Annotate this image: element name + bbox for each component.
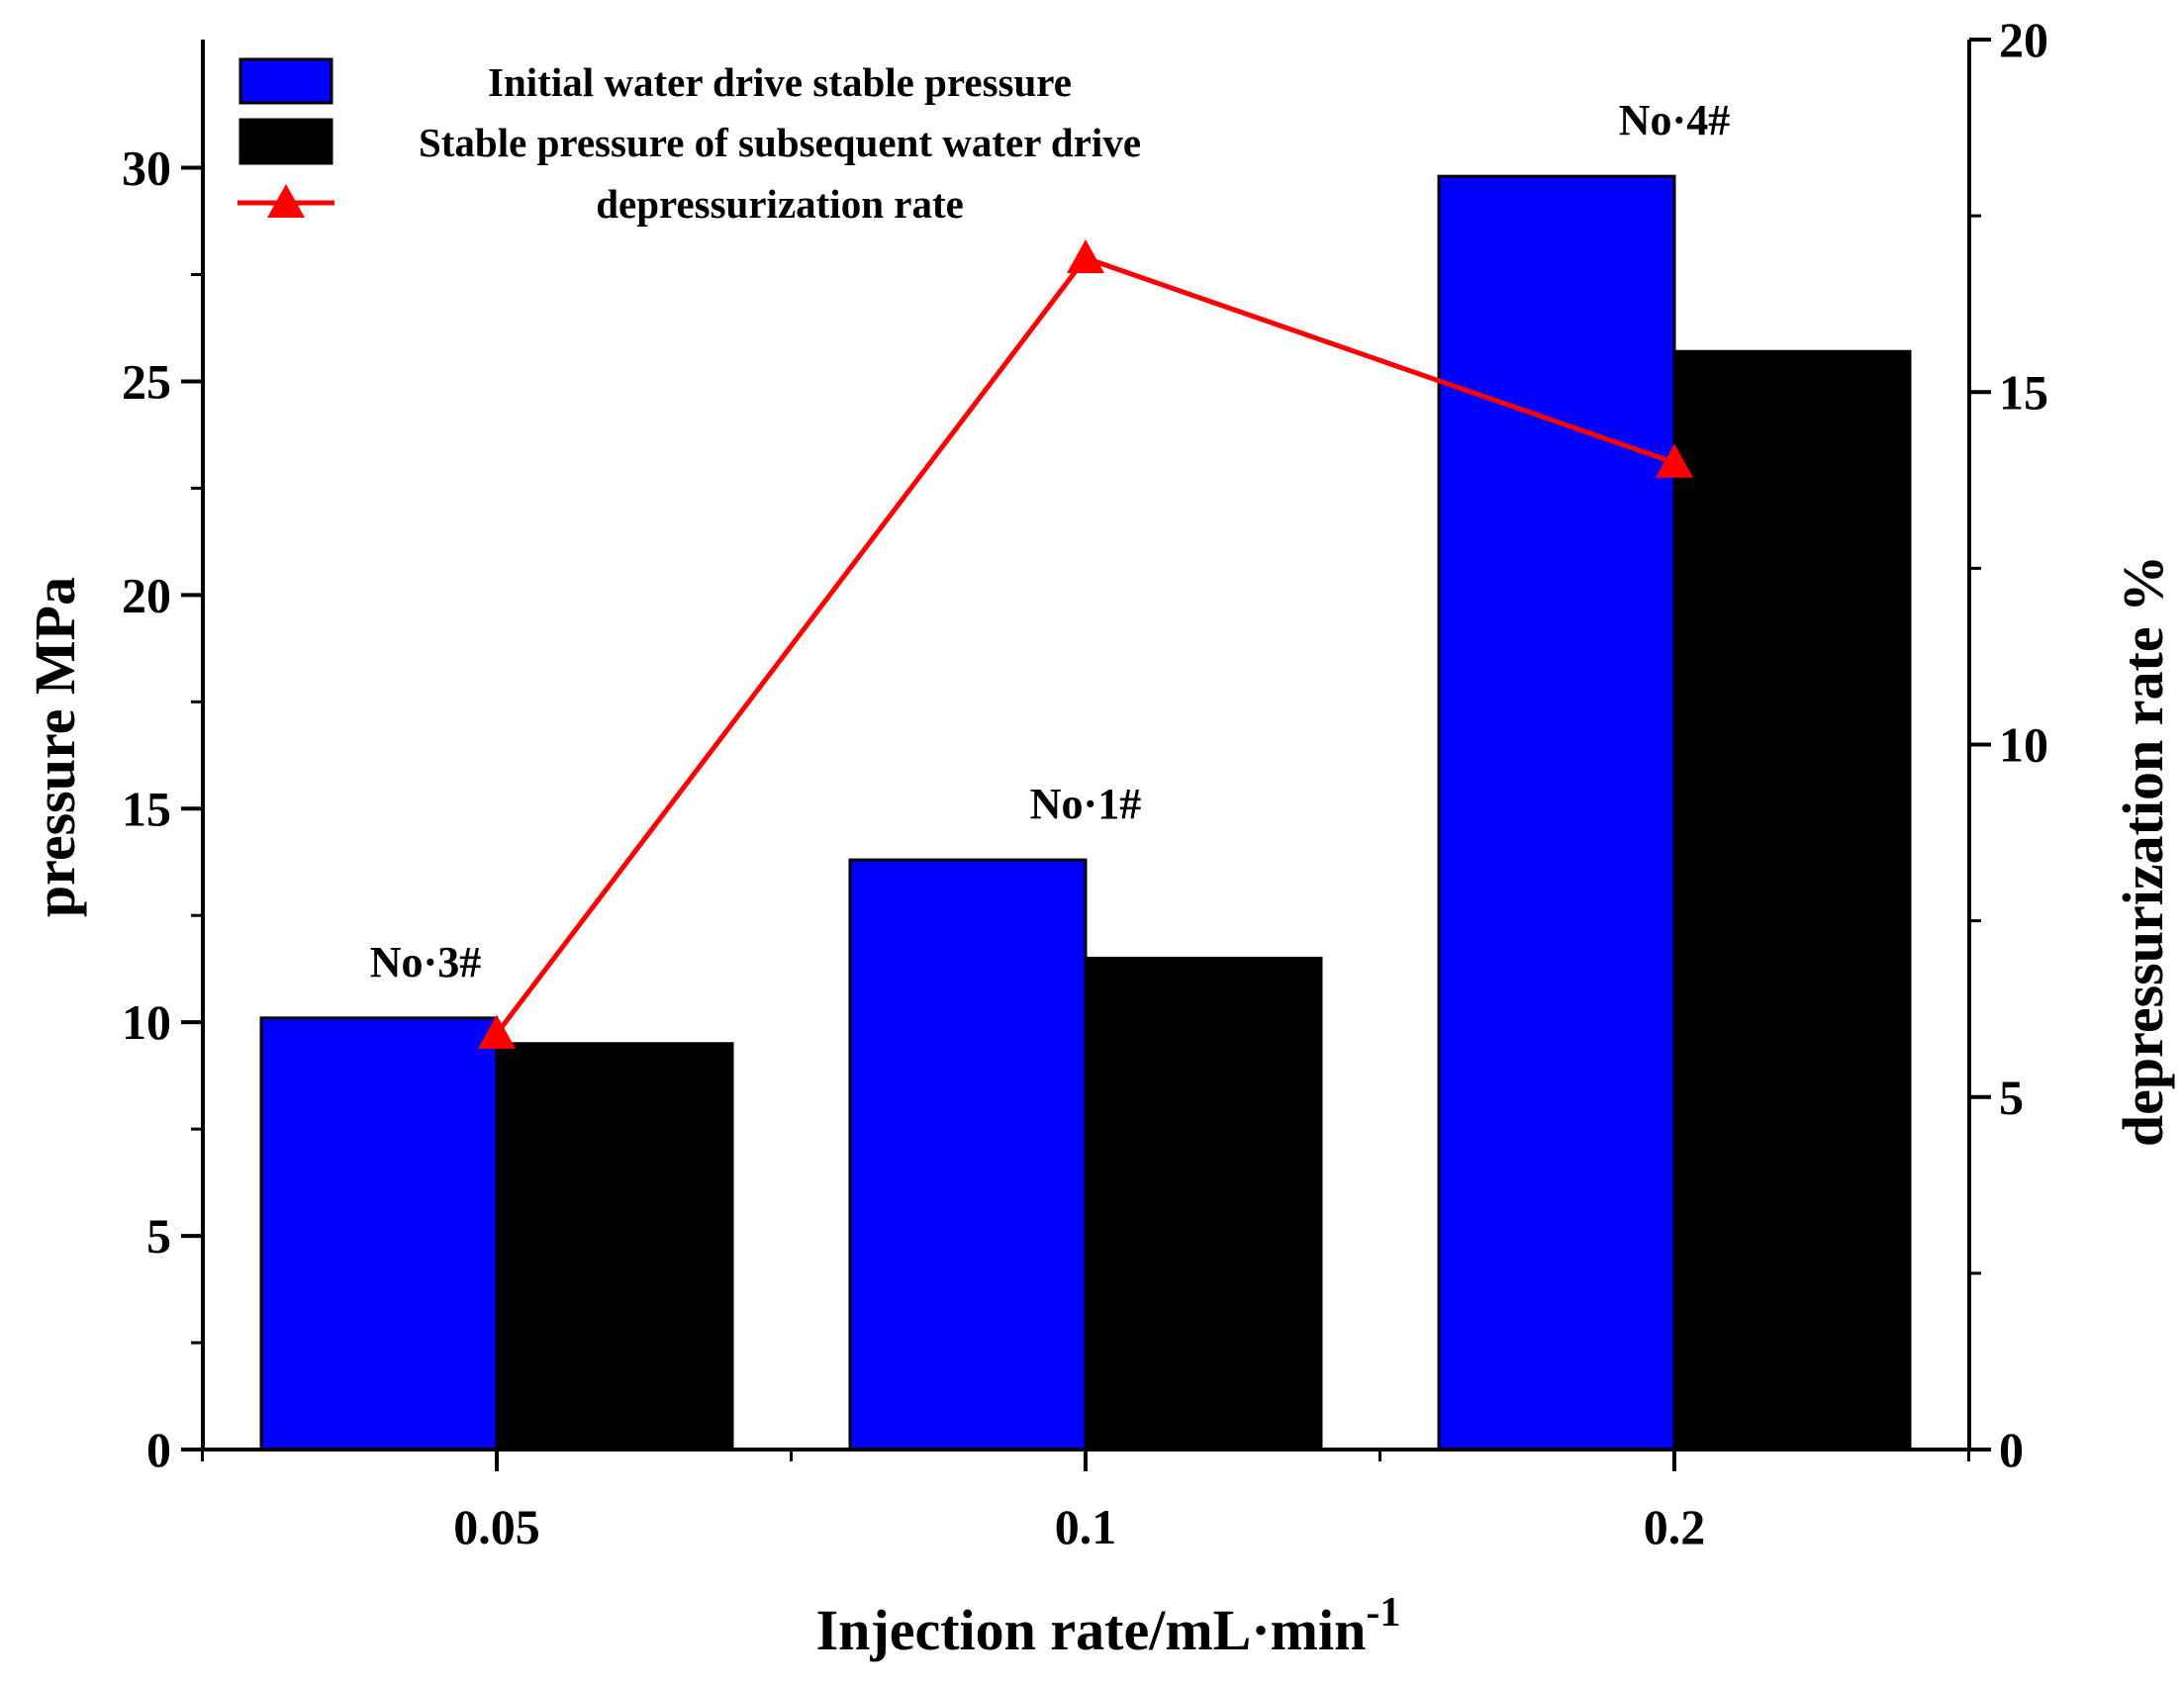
y2-axis-title: depressurization rate % — [2111, 555, 2175, 1147]
x-axis-title-main: Injection rate/mL·min — [816, 1598, 1367, 1662]
y2-tick-label-2: 10 — [1999, 717, 2048, 773]
text-layer: Injection rate/mL·min-1 pressure MPa dep… — [23, 12, 2175, 1662]
y2-tick-label-1: 5 — [1999, 1070, 2024, 1125]
line-marker-0 — [478, 1014, 516, 1049]
y2-tick-label-4: 20 — [1999, 12, 2048, 67]
y-tick-label-0: 0 — [146, 1422, 171, 1477]
line-marker-2 — [1656, 443, 1693, 478]
line-layer — [478, 238, 1693, 1049]
y2-tick-label-3: 15 — [1999, 364, 2048, 420]
y-tick-label-1: 5 — [146, 1208, 171, 1264]
y2-tick-label-0: 0 — [1999, 1422, 2024, 1477]
legend-swatch-initial — [238, 57, 333, 105]
y-tick-label-4: 20 — [122, 567, 171, 622]
legend-label-2: depressurization rate — [596, 181, 964, 227]
axes-layer — [181, 38, 1991, 1471]
line-marker-1 — [1067, 238, 1104, 274]
bar-annotation-1: No·1# — [1030, 780, 1141, 828]
x-tick-label-1: 0.1 — [1055, 1499, 1117, 1554]
bar-initial-2 — [1437, 174, 1676, 1452]
y-tick-label-6: 30 — [122, 141, 171, 196]
bar-annotation-0: No·3# — [370, 938, 481, 986]
bar-annotation-2: No·4# — [1619, 96, 1730, 144]
legend: Initial water drive stable pressure Stabl… — [237, 57, 1141, 227]
bar-subsequent-0 — [495, 1042, 734, 1452]
legend-swatch-subsequent — [238, 118, 333, 165]
legend-swatch-marker — [267, 184, 305, 218]
y-tick-label-3: 15 — [122, 781, 171, 836]
bar-initial-0 — [259, 1016, 499, 1452]
y-axis-title: pressure MPa — [23, 577, 87, 917]
legend-label-1: Stable pressure of subsequent water driv… — [419, 120, 1141, 165]
x-tick-label-0: 0.05 — [453, 1499, 540, 1554]
y-tick-label-5: 25 — [122, 353, 171, 409]
x-axis-title-superscript: -1 — [1366, 1590, 1400, 1636]
bar-subsequent-2 — [1672, 349, 1912, 1452]
bar-initial-1 — [848, 858, 1088, 1452]
x-axis-title: Injection rate/mL·min-1 — [816, 1590, 1401, 1662]
legend-label-0: Initial water drive stable pressure — [488, 59, 1072, 105]
bar-subsequent-1 — [1084, 956, 1323, 1452]
y-tick-label-2: 10 — [122, 994, 171, 1050]
x-tick-label-2: 0.2 — [1644, 1499, 1706, 1554]
bar-layer — [259, 174, 1912, 1452]
